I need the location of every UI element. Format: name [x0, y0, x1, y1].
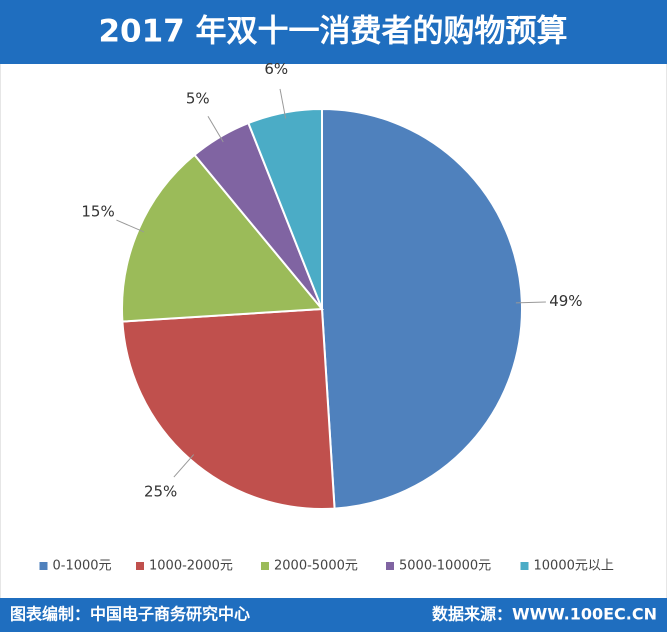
- legend-swatch: [39, 562, 48, 570]
- data-label: 25%: [144, 483, 177, 501]
- data-label: 15%: [81, 203, 114, 221]
- footer-banner: [0, 598, 667, 632]
- legend-label: 0-1000元: [53, 559, 112, 574]
- legend-label: 5000-10000元: [399, 559, 491, 574]
- chart-title: 2017 年双十一消费者的购物预算: [98, 14, 567, 50]
- legend-swatch: [386, 562, 394, 570]
- leader-line: [116, 219, 145, 233]
- leader-line: [207, 115, 224, 143]
- title-banner: [0, 0, 667, 64]
- leader-line: [173, 454, 195, 478]
- legend-swatch: [261, 562, 269, 570]
- legend-swatch: [520, 562, 529, 570]
- legend-swatch: [136, 562, 144, 570]
- legend-label: 10000元以上: [534, 559, 614, 574]
- footer-source: 数据来源：WWW.100EC.CN: [432, 605, 657, 624]
- leader-line: [515, 301, 546, 304]
- data-label: 49%: [549, 292, 582, 310]
- data-label: 6%: [264, 60, 288, 78]
- data-label: 5%: [186, 89, 210, 107]
- legend-label: 2000-5000元: [274, 559, 358, 574]
- footer-note: 图表编制：中国电子商务研究中心: [10, 605, 250, 624]
- leader-line: [279, 88, 287, 119]
- legend-label: 1000-2000元: [149, 559, 233, 574]
